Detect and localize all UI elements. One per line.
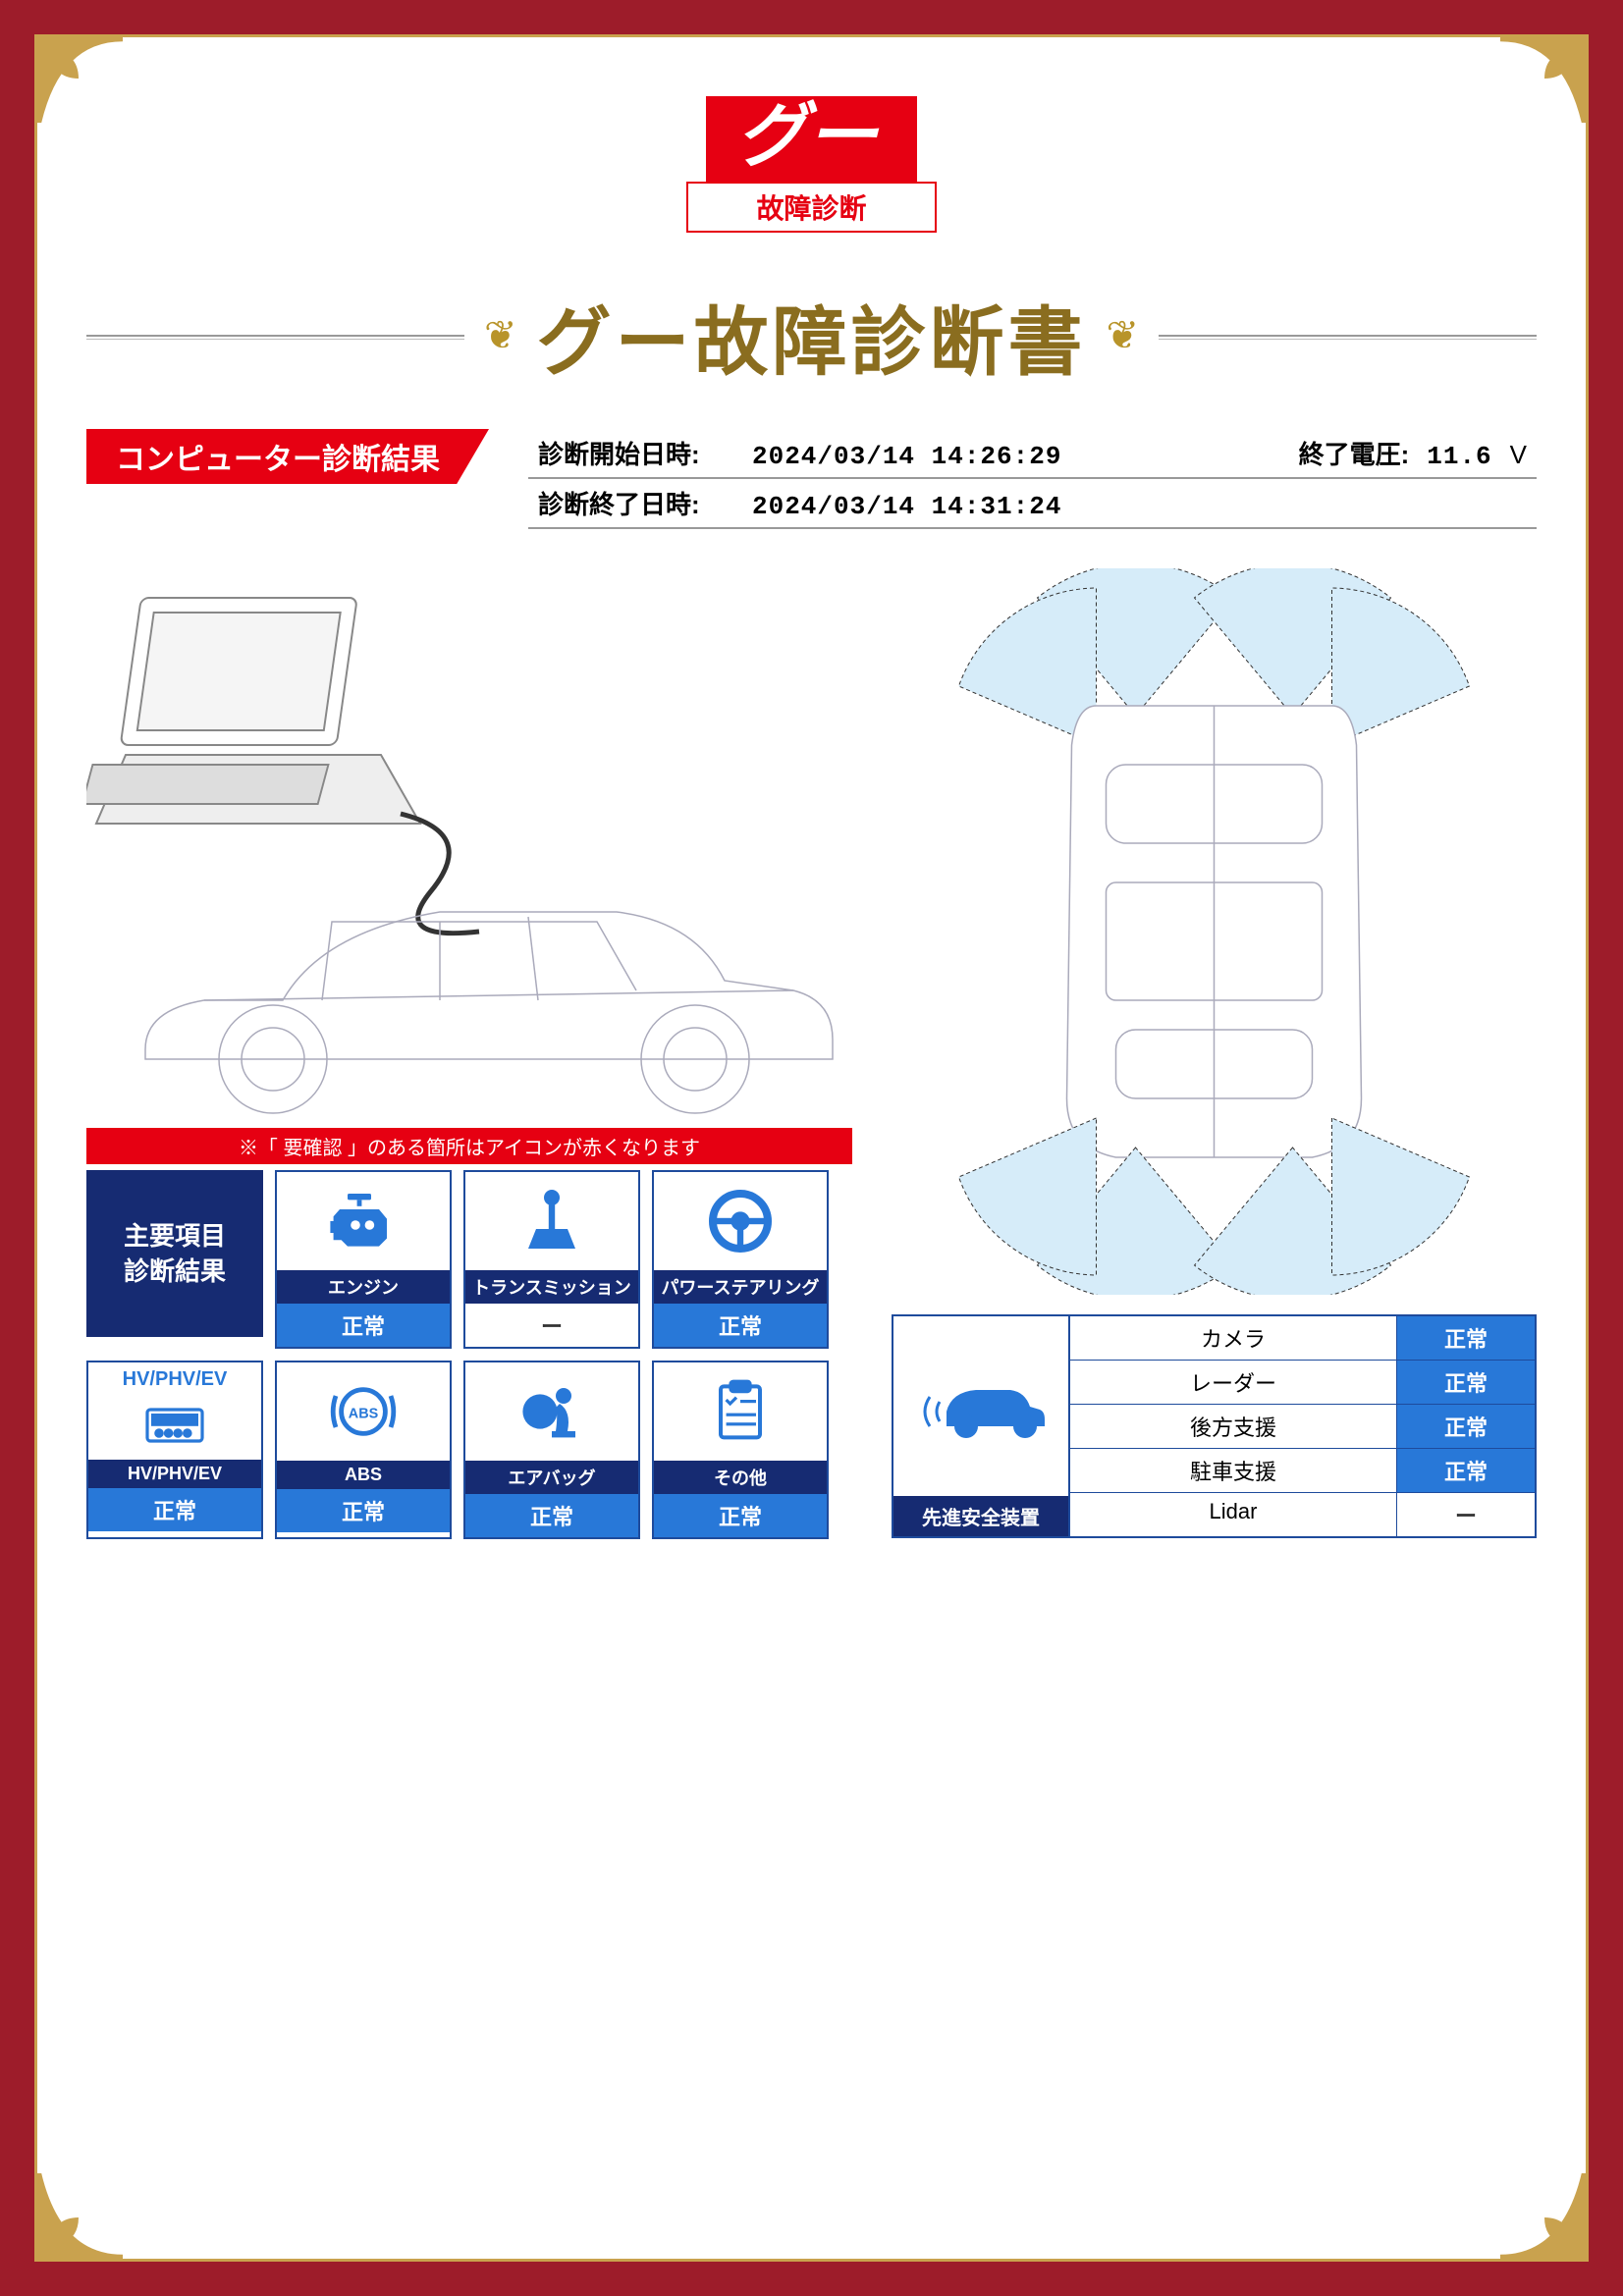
clipboard-icon	[654, 1362, 827, 1461]
laptop-car-diagram	[86, 568, 852, 1118]
airbag-label: エアバッグ	[465, 1461, 638, 1494]
svg-text:ABS: ABS	[349, 1406, 379, 1421]
cell-power-steering: パワーステアリング 正常	[652, 1170, 829, 1349]
steering-label: パワーステアリング	[654, 1270, 827, 1304]
other-status: 正常	[654, 1494, 827, 1537]
logo-subtitle: 故障診断	[686, 182, 937, 233]
cell-hv: HV/PHV/EV HV/PHV/EV 正常	[86, 1361, 263, 1539]
cell-engine: エンジン 正常	[275, 1170, 452, 1349]
airbag-icon	[465, 1362, 638, 1461]
steering-icon	[654, 1172, 827, 1270]
safety-table: 先進安全装置 カメラ 正常 レーダー 正常 後方支援 正常	[892, 1314, 1537, 1538]
document-title: グー故障診断書	[537, 282, 1087, 390]
abs-status: 正常	[277, 1489, 450, 1532]
start-time-value: 2024/03/14 14:26:29	[752, 442, 1061, 471]
abs-icon: ABS	[277, 1362, 450, 1461]
grid-header: 主要項目 診断結果	[86, 1170, 263, 1337]
ornament-right-icon: ❦	[1107, 313, 1140, 358]
cell-airbag: エアバッグ 正常	[463, 1361, 640, 1539]
diagnosis-grid: 主要項目 診断結果 エンジン 正常 トランスミッション	[86, 1170, 852, 1539]
hv-icon	[88, 1391, 261, 1460]
safety-status-lidar: ー	[1397, 1493, 1535, 1536]
cell-transmission: トランスミッション ー	[463, 1170, 640, 1349]
safety-status-rear: 正常	[1397, 1405, 1535, 1448]
safety-row-rear: 後方支援	[1070, 1405, 1397, 1448]
hv-label: HV/PHV/EV	[88, 1460, 261, 1488]
end-time-value: 2024/03/14 14:31:24	[752, 492, 1061, 521]
end-time-label: 診断終了日時:	[538, 485, 734, 521]
note-bar: ※「 要確認 」のある箇所はアイコンが赤くなります	[86, 1128, 852, 1164]
transmission-icon	[465, 1172, 638, 1270]
safety-status-radar: 正常	[1397, 1361, 1535, 1404]
engine-status: 正常	[277, 1304, 450, 1347]
safety-row-parking: 駐車支援	[1070, 1449, 1397, 1492]
airbag-status: 正常	[465, 1494, 638, 1537]
section-label: コンピューター診断結果	[86, 429, 489, 484]
safety-header: 先進安全装置	[893, 1496, 1068, 1536]
engine-icon	[277, 1172, 450, 1270]
ornament-left-icon: ❦	[484, 313, 517, 358]
title-row: ❦ グー故障診断書 ❦	[86, 282, 1537, 390]
other-label: その他	[654, 1461, 827, 1494]
transmission-status: ー	[465, 1304, 638, 1347]
safety-status-camera: 正常	[1397, 1316, 1535, 1360]
logo-block: グー 故障診断	[86, 96, 1537, 233]
voltage-value: 11.6	[1427, 442, 1491, 471]
logo-brand: グー	[706, 96, 916, 182]
sensor-diagram	[892, 568, 1537, 1295]
cell-other: その他 正常	[652, 1361, 829, 1539]
hv-status: 正常	[88, 1488, 261, 1531]
start-time-label: 診断開始日時:	[538, 435, 734, 471]
safety-row-radar: レーダー	[1070, 1361, 1397, 1404]
voltage-unit: V	[1510, 440, 1527, 470]
safety-row-camera: カメラ	[1070, 1316, 1397, 1360]
cell-abs: ABS ABS 正常	[275, 1361, 452, 1539]
steering-status: 正常	[654, 1304, 827, 1347]
transmission-label: トランスミッション	[465, 1270, 638, 1304]
voltage-label: 終了電圧:	[1299, 435, 1410, 471]
safety-status-parking: 正常	[1397, 1449, 1535, 1492]
abs-label: ABS	[277, 1461, 450, 1489]
engine-label: エンジン	[277, 1270, 450, 1304]
safety-row-lidar: Lidar	[1070, 1493, 1397, 1536]
safety-car-icon	[912, 1316, 1050, 1496]
